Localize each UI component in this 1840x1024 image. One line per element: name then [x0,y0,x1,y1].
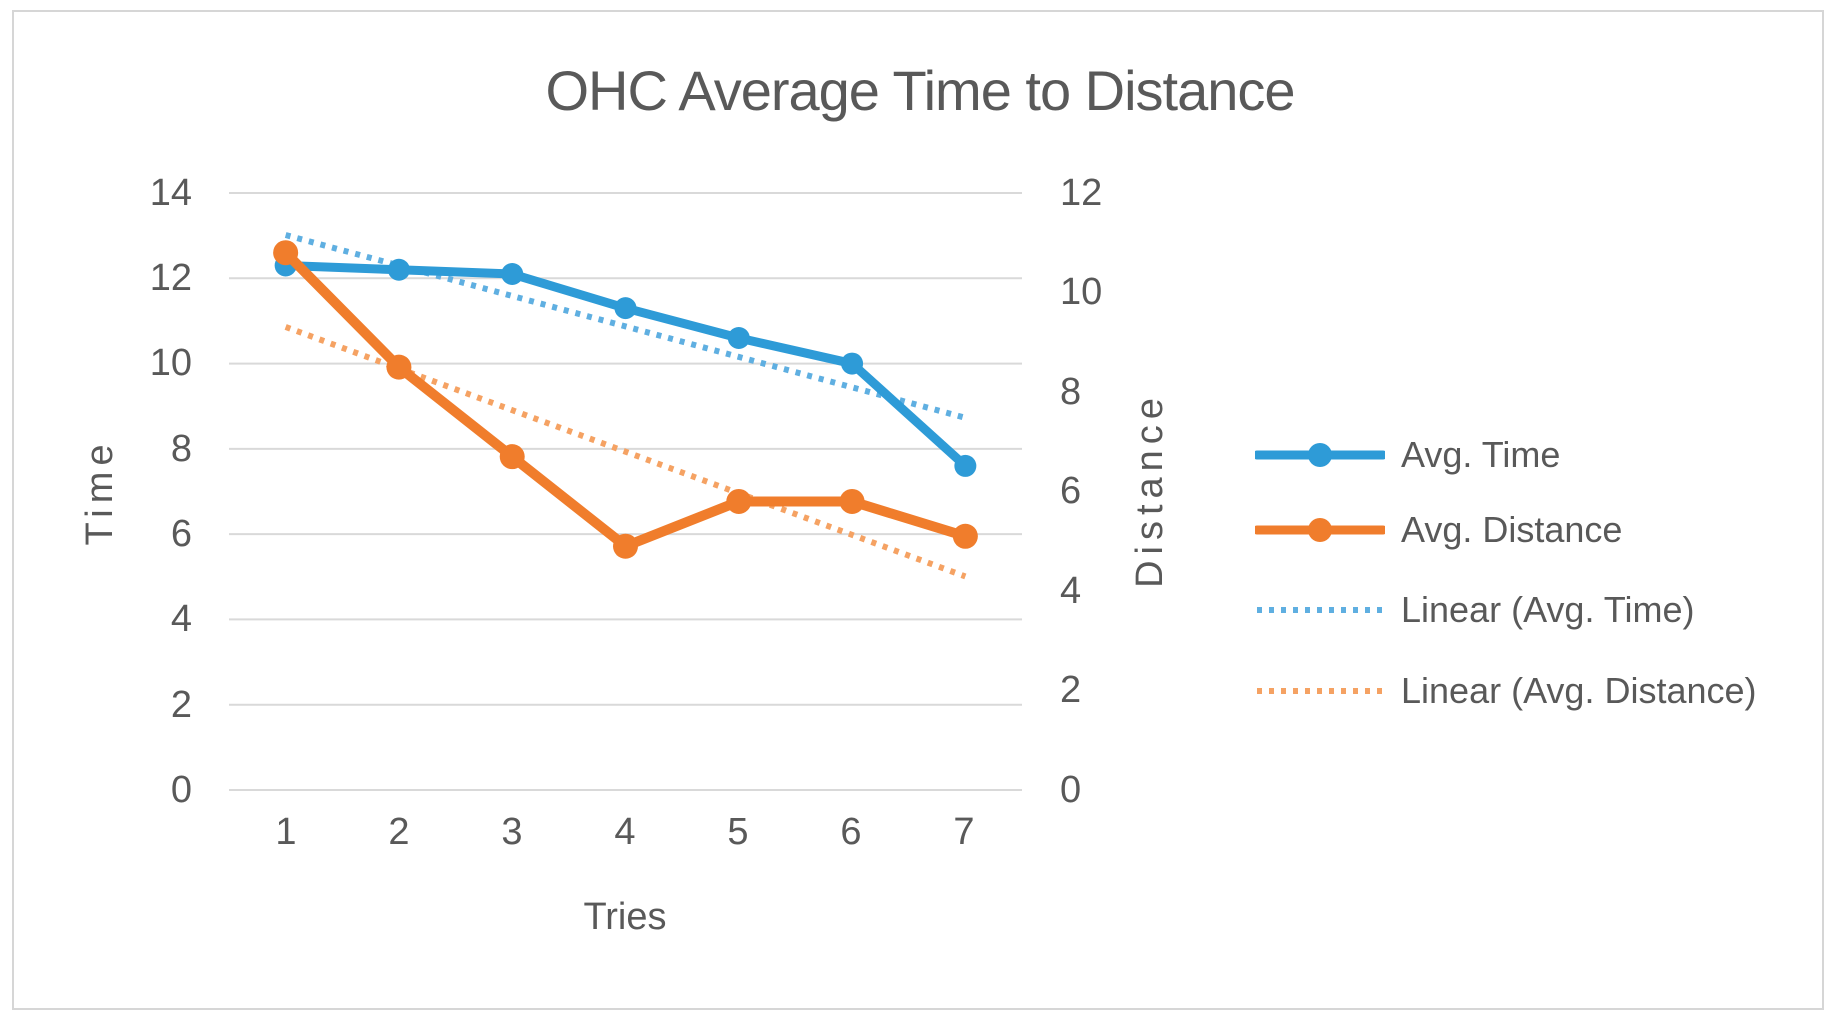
legend-marker-linear-avg-distance-icon [1257,688,1383,694]
legend-item-avg-time[interactable]: Avg. Time [1255,435,1560,475]
data-point-avg-distance[interactable] [499,444,525,470]
right-axis-tick: 10 [1060,271,1103,313]
legend-marker-avg-distance-icon [1255,518,1385,542]
legend-item-linear-avg-distance[interactable]: Linear (Avg. Distance) [1255,671,1757,711]
x-axis-tick: 2 [388,811,410,853]
x-axis-title: Tries [583,896,667,938]
left-axis-tick: 12 [149,257,192,299]
right-axis-tick: 12 [1060,172,1103,214]
chart-title[interactable]: OHC Average Time to Distance [545,59,1295,122]
data-point-avg-distance[interactable] [273,240,299,266]
data-point-avg-distance[interactable] [839,488,865,514]
left-axis-tick: 6 [170,513,192,555]
left-axis-title: Time [79,438,121,546]
left-axis-tick: 14 [149,172,192,214]
x-axis-tick: 3 [501,811,523,853]
data-point-avg-distance[interactable] [613,533,638,559]
legend-item-avg-distance[interactable]: Avg. Distance [1255,510,1622,550]
legend-marker-avg-time-icon [1255,443,1385,467]
right-axis-tick: 0 [1060,769,1082,811]
x-axis-tick: 7 [953,811,975,853]
chart-frame[interactable] [12,10,1824,1010]
right-axis-title: Distance [1129,392,1171,588]
right-axis-tick: 2 [1060,669,1082,711]
left-axis-tick: 2 [170,684,192,726]
x-axis-tick: 5 [727,811,749,853]
left-axis-tick: 10 [149,342,192,384]
data-point-avg-time[interactable] [387,258,410,281]
legend-marker-linear-avg-time-icon [1257,607,1383,613]
legend-label: Linear (Avg. Time) [1401,589,1695,630]
data-point-avg-time[interactable] [954,454,977,477]
legend-item-linear-avg-time[interactable]: Linear (Avg. Time) [1255,590,1694,630]
data-point-avg-distance[interactable] [386,354,412,380]
x-axis-tick: 4 [614,811,636,853]
right-axis-tick: 6 [1060,470,1082,512]
data-point-avg-distance[interactable] [952,523,978,549]
x-axis-tick: 1 [275,811,297,853]
data-point-avg-time[interactable] [841,352,864,375]
trendline-linear-avg-time[interactable] [284,232,967,421]
left-axis-tick: 0 [170,769,192,811]
left-axis-tick: 8 [170,428,192,470]
data-point-avg-time[interactable] [501,263,524,286]
data-point-avg-time[interactable] [727,326,750,349]
data-point-avg-distance[interactable] [726,488,752,514]
legend-label: Avg. Time [1401,434,1561,475]
right-axis-tick: 8 [1060,371,1082,413]
x-axis-tick: 6 [840,811,862,853]
legend-label: Linear (Avg. Distance) [1401,670,1757,711]
data-point-avg-time[interactable] [614,297,637,320]
left-axis-tick: 4 [170,598,192,640]
legend-label: Avg. Distance [1401,509,1623,550]
right-axis-tick: 4 [1060,570,1082,612]
